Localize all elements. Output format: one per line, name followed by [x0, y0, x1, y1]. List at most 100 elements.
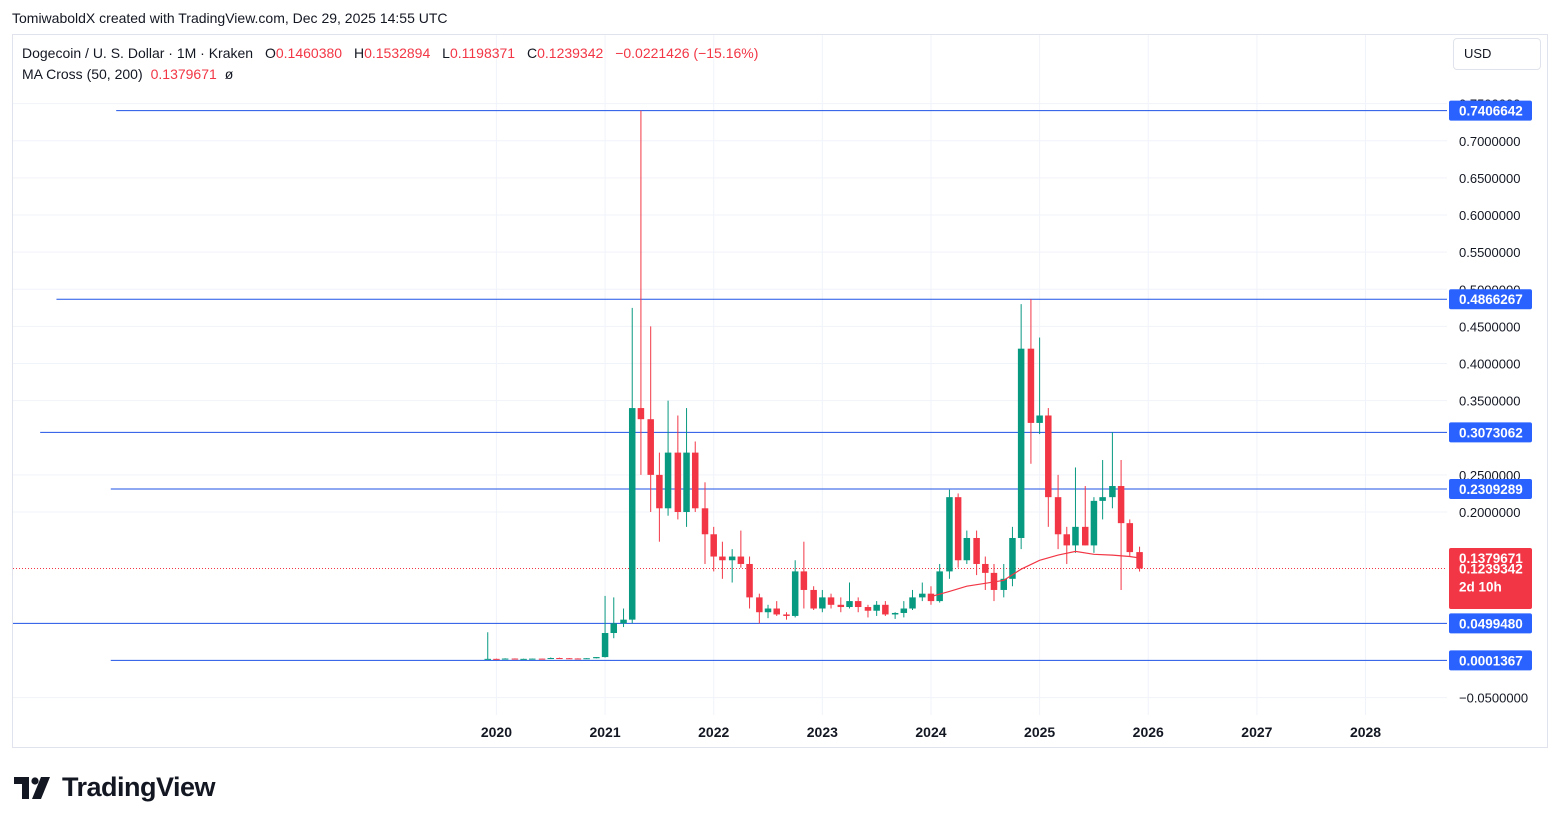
candle-body	[946, 497, 953, 572]
candle-body	[1117, 486, 1125, 524]
level-label-box	[1449, 613, 1532, 634]
candle-body	[827, 597, 835, 605]
candle-body	[683, 452, 690, 513]
candle-body	[728, 556, 736, 561]
candle-body	[710, 534, 717, 557]
level-label-box	[1449, 289, 1532, 310]
candle-body	[574, 658, 582, 660]
candle-body	[873, 604, 880, 611]
candle-body	[800, 571, 808, 590]
level-label: 0.0001367	[1459, 653, 1523, 668]
candle-body	[1036, 415, 1043, 423]
change-value: −0.0221426 (−15.16%)	[615, 45, 759, 61]
candle-body	[900, 608, 908, 613]
currency-selector[interactable]: USD	[1453, 38, 1541, 70]
candle-body	[837, 604, 845, 608]
price-labels: 0.7406642 0.4866267 0.3073062 0.2309289 0.04…	[1449, 100, 1532, 671]
candle-body	[1081, 526, 1089, 546]
x-tick-label: 2027	[1241, 724, 1272, 740]
candle-body	[664, 452, 672, 509]
horizontal-levels	[13, 110, 1447, 661]
level-label: 0.3073062	[1459, 425, 1523, 440]
candle-body	[1027, 348, 1035, 423]
candle-body	[511, 658, 519, 660]
candle-body	[538, 658, 546, 660]
candle-body	[1072, 526, 1079, 546]
symbol-name[interactable]: Dogecoin / U. S. Dollar · 1M · Kraken	[22, 45, 254, 61]
candle-body	[1126, 523, 1134, 553]
candle-body	[854, 601, 862, 608]
x-tick-label: 2025	[1024, 724, 1055, 740]
tradingview-logo-icon	[14, 776, 50, 799]
time-axis: 2020 2021 2022 2023 2024 2025 2026 2027 2028	[481, 724, 1381, 740]
indicator-name[interactable]: MA Cross (50, 200)	[22, 66, 143, 82]
level-label-box	[1449, 100, 1532, 121]
y-tick-label: −0.0500000	[1459, 691, 1528, 706]
candle-body	[764, 608, 772, 613]
chart-frame	[12, 34, 1548, 748]
candle-body	[493, 658, 500, 660]
level-label: 0.0499480	[1459, 616, 1523, 631]
candle-body	[529, 658, 536, 660]
open-value: 0.1460380	[275, 45, 343, 61]
y-tick-label: 0.3500000	[1459, 394, 1520, 409]
high-value: 0.1532894	[364, 45, 431, 61]
candle-body	[756, 597, 763, 613]
candle-body	[1000, 578, 1008, 590]
candle-body	[1054, 497, 1062, 535]
candle-body	[674, 452, 682, 513]
grid-lines	[13, 35, 1447, 715]
candle-body	[547, 658, 554, 660]
candle-body	[656, 474, 663, 509]
x-tick-label: 2024	[915, 724, 946, 740]
candle-body	[973, 537, 980, 564]
candle-body	[1099, 497, 1106, 501]
candle-body	[927, 593, 935, 602]
candle-body	[963, 537, 971, 561]
candle-body	[882, 604, 889, 615]
open-label: O	[264, 45, 276, 61]
price-axis: 0.75000000.70000000.65000000.60000000.55…	[1459, 97, 1528, 706]
y-tick-label: 0.4500000	[1459, 319, 1520, 334]
candle-body	[647, 419, 654, 475]
candle-body	[982, 563, 989, 573]
candle-body	[791, 571, 799, 616]
indicator-legend[interactable]: MA Cross (50, 200) 0.1379671 ø	[22, 66, 233, 82]
level-label-box	[1449, 650, 1532, 671]
candle-body	[556, 658, 563, 660]
candle-body	[810, 589, 817, 609]
level-label-box	[1449, 479, 1532, 500]
candle-body	[819, 597, 826, 609]
x-tick-label: 2028	[1350, 724, 1381, 740]
level-label: 0.2309289	[1459, 482, 1523, 497]
candle-body	[919, 593, 926, 598]
indicator-value: 0.1379671	[150, 66, 217, 82]
low-value: 0.1198371	[449, 45, 516, 61]
candle-body	[601, 633, 609, 658]
y-tick-label: 0.5500000	[1459, 245, 1520, 260]
y-tick-label: 0.2000000	[1459, 505, 1520, 520]
candle-body	[1009, 537, 1016, 579]
candle-body	[583, 658, 590, 660]
candle-body	[610, 623, 618, 634]
chart-credit: TomiwaboldX created with TradingView.com…	[12, 10, 448, 26]
countdown-label: 2d 10h	[1459, 579, 1502, 594]
x-tick-label: 2023	[807, 724, 838, 740]
candle-body	[691, 452, 699, 509]
ma-line	[930, 550, 1140, 598]
candle-body	[891, 612, 899, 615]
level-label-box	[1449, 422, 1532, 443]
candle-body	[719, 556, 726, 561]
symbol-legend[interactable]: Dogecoin / U. S. Dollar · 1M · Kraken O0…	[22, 45, 766, 61]
high-label: H	[353, 45, 365, 61]
x-tick-label: 2026	[1133, 724, 1164, 740]
candles	[484, 110, 1143, 660]
x-tick-label: 2021	[589, 724, 620, 740]
candle-body	[593, 657, 600, 659]
y-tick-label: 0.6500000	[1459, 171, 1520, 186]
close-value: 0.1239342	[537, 45, 604, 61]
candle-body	[737, 556, 745, 564]
x-tick-label: 2020	[481, 724, 512, 740]
candle-body	[746, 563, 753, 598]
